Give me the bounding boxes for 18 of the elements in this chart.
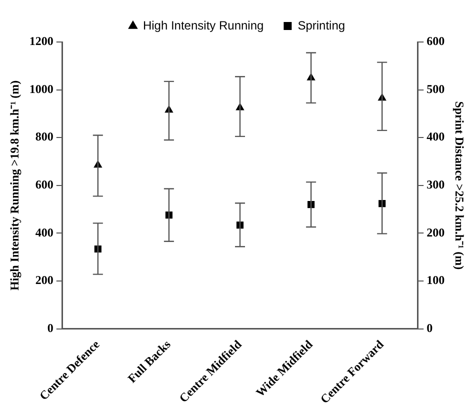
y2-tick-label: 200 [426, 225, 445, 240]
y2-tick-label: 100 [426, 273, 445, 288]
y-tick-label: 0 [47, 320, 54, 335]
y2-axis-title: Sprint Distance >25.2 km.h⁻¹ (m) [452, 101, 467, 270]
y-tick-label: 200 [35, 273, 54, 288]
legend-label: High Intensity Running [142, 18, 264, 32]
y2-tick-label: 300 [426, 178, 445, 192]
y-tick-label: 1000 [29, 82, 54, 96]
y-tick-label: 600 [35, 178, 54, 192]
y-axis-title: High Intensity Running >19.8 km.h⁻¹ (m) [7, 80, 22, 290]
legend-label: Sprinting [298, 18, 346, 32]
y-tick-label: 1200 [29, 34, 54, 48]
y-tick-label: 400 [35, 225, 54, 240]
y2-tick-label: 0 [426, 320, 433, 335]
y2-tick-label: 400 [426, 130, 445, 144]
y2-tick-label: 500 [426, 82, 445, 96]
y2-tick-label: 600 [426, 34, 445, 48]
y-tick-label: 800 [35, 130, 54, 144]
